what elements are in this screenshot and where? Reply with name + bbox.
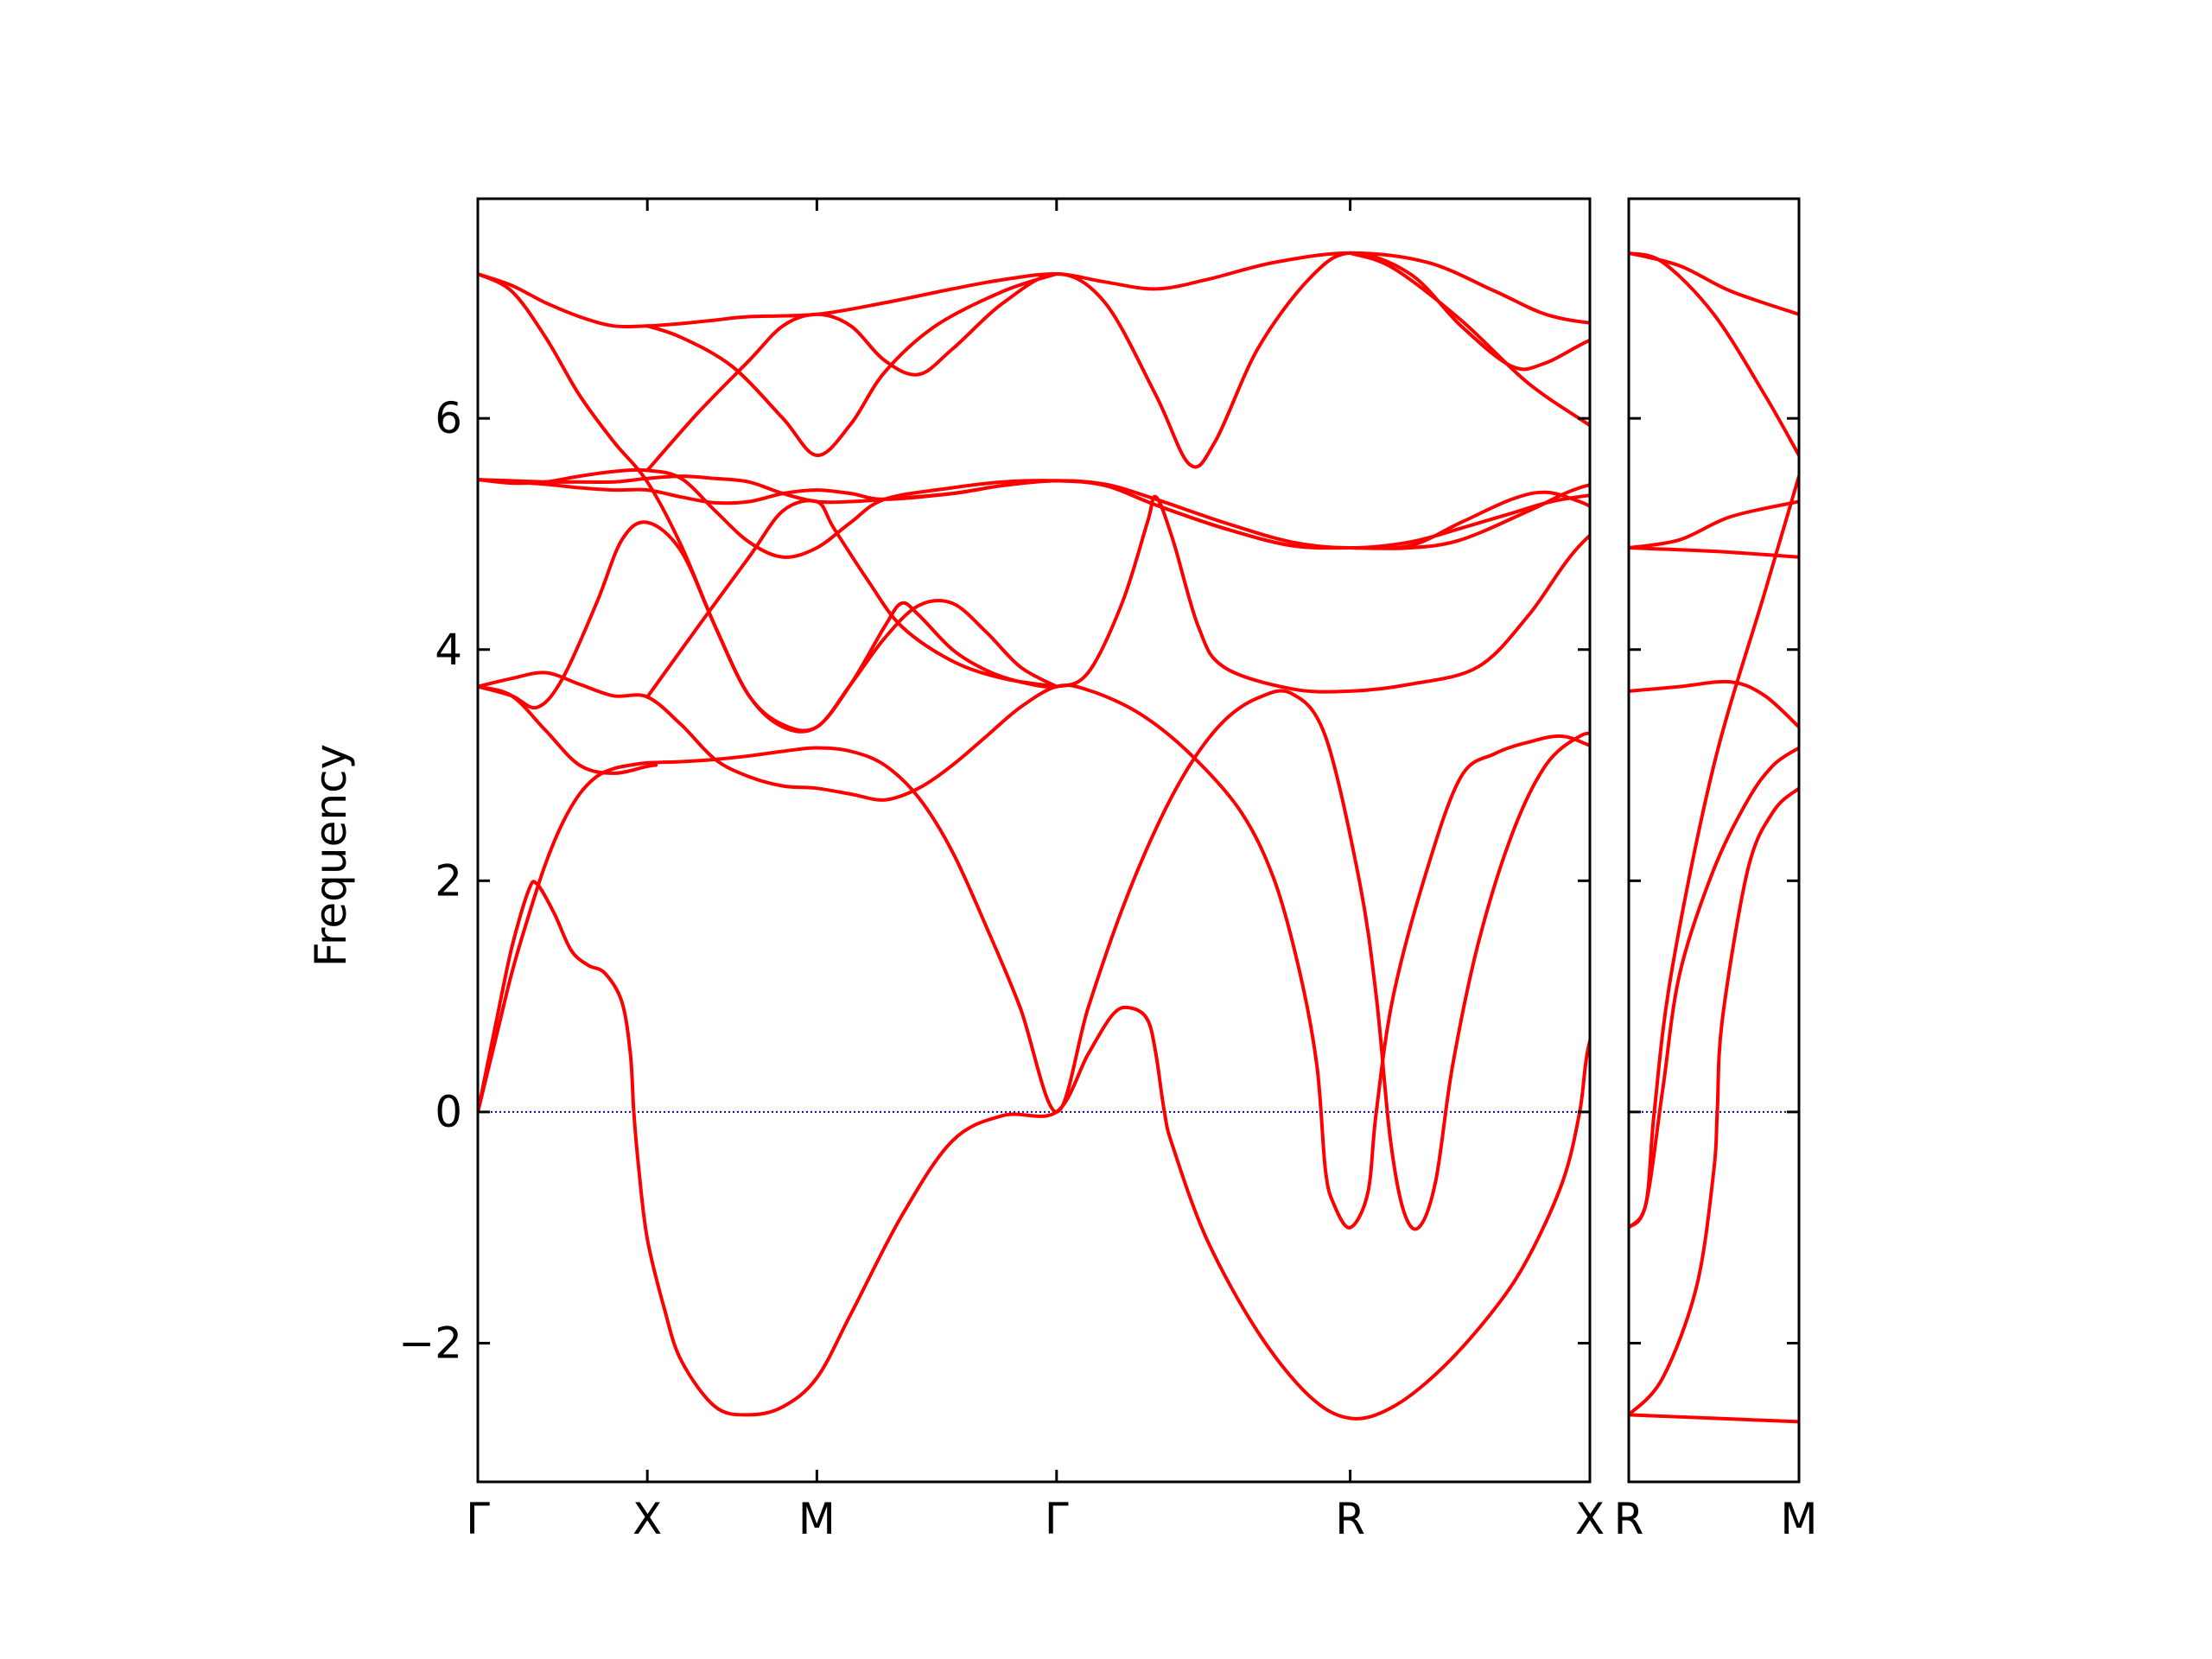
band-line-8: [1629, 1413, 1799, 1424]
band-line-7: [478, 684, 658, 775]
band-line-5: [1629, 474, 1799, 1230]
band-line-4: [1629, 679, 1799, 729]
x-tick-label: M: [1780, 1494, 1817, 1544]
y-tick-label: 4: [435, 625, 462, 675]
x-tick-label: X: [632, 1494, 662, 1544]
band-line-10: [478, 251, 1590, 329]
panel-main: Γ X M Γ R X −2 0 2 4 6: [398, 197, 1605, 1544]
band-line-1: [1629, 251, 1799, 457]
y-tick-label: 0: [435, 1087, 462, 1137]
axes-frame: [476, 197, 1592, 1484]
band-line-3: [1629, 546, 1799, 559]
band-line-0: [1629, 251, 1799, 316]
x-tick-label: Γ: [1045, 1494, 1069, 1544]
band-line-5: [478, 478, 1590, 550]
band-line-1: [478, 880, 1590, 1421]
y-tick-label: −2: [398, 1318, 462, 1368]
band-line-6: [478, 467, 1590, 559]
x-tick-label: M: [798, 1494, 836, 1544]
band-line-2: [1629, 499, 1799, 550]
band-line-8: [645, 499, 1058, 699]
x-tick-label: R: [1335, 1494, 1365, 1544]
x-tick-label: R: [1614, 1494, 1644, 1544]
y-tick-label: 6: [435, 393, 462, 443]
band-line-13: [1348, 251, 1590, 428]
y-tick-label: 2: [435, 855, 462, 906]
band-line-7: [1629, 786, 1799, 1417]
band-line-3: [478, 494, 1590, 734]
x-tick-label: Γ: [466, 1494, 490, 1544]
band-line-9: [478, 272, 1058, 733]
band-line-6: [1629, 746, 1799, 1230]
band-line-12: [645, 251, 1590, 473]
band-line-2: [478, 671, 1590, 1230]
y-axis-label: Frequency: [306, 744, 356, 967]
axes-frame: [1627, 197, 1801, 1484]
band-line-0: [478, 689, 1590, 1231]
band-line-11: [645, 272, 1058, 457]
x-tick-label: X: [1575, 1494, 1605, 1544]
band-line-4: [478, 474, 1590, 550]
